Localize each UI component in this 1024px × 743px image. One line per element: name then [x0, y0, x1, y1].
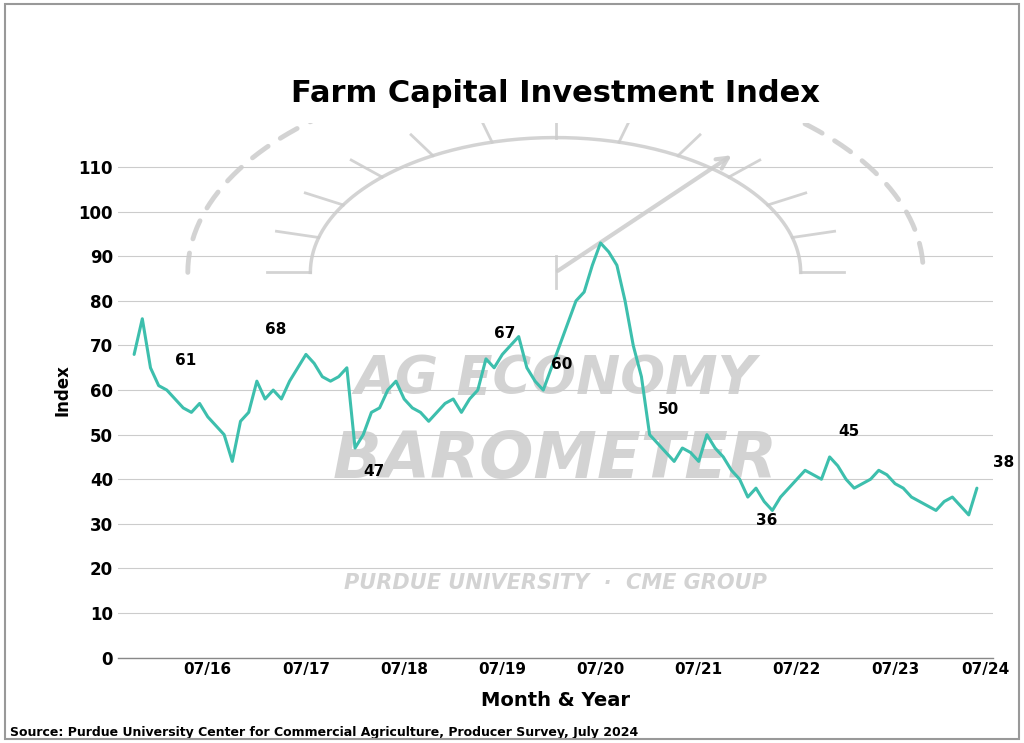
Text: 60: 60: [552, 357, 572, 372]
Text: 61: 61: [175, 353, 197, 368]
Text: 67: 67: [495, 326, 515, 341]
Text: 38: 38: [993, 455, 1015, 470]
Y-axis label: Index: Index: [53, 364, 72, 416]
Text: 50: 50: [657, 402, 679, 417]
X-axis label: Month & Year: Month & Year: [481, 691, 630, 710]
Text: 36: 36: [756, 513, 777, 528]
Text: Source: Purdue University Center for Commercial Agriculture, Producer Survey, Ju: Source: Purdue University Center for Com…: [10, 727, 639, 739]
Text: 47: 47: [364, 464, 384, 479]
Title: Farm Capital Investment Index: Farm Capital Investment Index: [291, 79, 820, 108]
Text: BAROMETER: BAROMETER: [333, 429, 778, 490]
Text: 45: 45: [838, 424, 859, 439]
Text: PURDUE UNIVERSITY  ·  CME GROUP: PURDUE UNIVERSITY · CME GROUP: [344, 573, 767, 593]
Text: 68: 68: [265, 322, 287, 337]
Text: AG ECONOMY: AG ECONOMY: [354, 354, 757, 406]
